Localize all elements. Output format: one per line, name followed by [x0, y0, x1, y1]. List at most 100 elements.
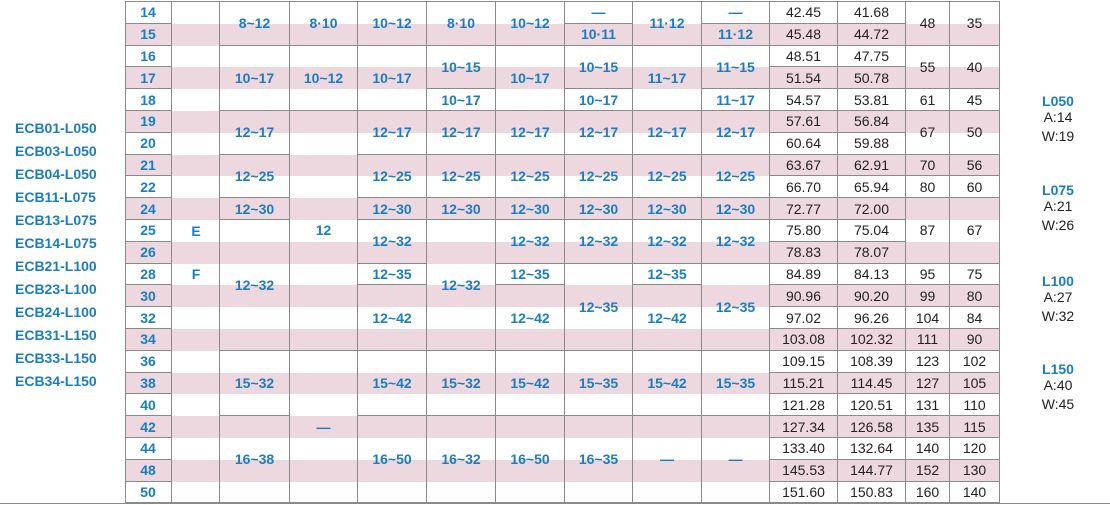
- dimension: 84.89: [770, 263, 838, 286]
- note-line: W:19: [1041, 128, 1075, 144]
- model-label: ECB21-L100: [15, 258, 97, 274]
- fit-range: 10~15: [565, 45, 633, 90]
- dimension: 78.07: [838, 241, 906, 264]
- fit-range: 10~17: [565, 89, 633, 111]
- note-title: L100: [1042, 273, 1074, 289]
- model-label: ECB04-L050: [15, 166, 97, 182]
- width-value: 111: [906, 329, 950, 351]
- row-stripe: [125, 459, 1000, 482]
- fit-range: 12~32: [633, 220, 702, 264]
- width-value: 120: [950, 438, 1000, 460]
- size-cell: 24: [125, 198, 172, 220]
- width-value: 75: [950, 263, 1000, 286]
- fit-range: 10~17: [220, 45, 290, 111]
- dimension: 150.83: [838, 481, 906, 504]
- dimension: 97.02: [770, 307, 838, 329]
- fit-range: —: [702, 416, 770, 504]
- dimension: 42.45: [770, 2, 838, 24]
- dimension: 51.54: [770, 67, 838, 90]
- note-line: A:40: [1043, 377, 1073, 393]
- size-cell: 26: [125, 241, 172, 264]
- mark-letter: F: [191, 266, 201, 283]
- dimension: 57.61: [770, 111, 838, 133]
- fit-range: 15~32: [427, 350, 496, 417]
- dimension: 102.32: [838, 329, 906, 351]
- model-label: ECB31-L150: [15, 327, 97, 343]
- fit-range: 12~17: [633, 111, 702, 155]
- fit-range: 15~42: [358, 350, 427, 417]
- size-cell: 38: [125, 372, 172, 395]
- size-cell: 18: [125, 89, 172, 111]
- fit-range: 12~25: [565, 154, 633, 199]
- size-cell: 50: [125, 481, 172, 504]
- width-value: 135: [906, 416, 950, 438]
- dimension: 53.81: [838, 89, 906, 111]
- row-stripe: [125, 329, 1000, 351]
- size-cell: 21: [125, 154, 172, 177]
- dimension: 90.20: [838, 285, 906, 308]
- model-label: ECB33-L150: [15, 350, 97, 366]
- fit-range: 8·10: [290, 2, 358, 46]
- fit-range: 10~17: [496, 45, 565, 111]
- note-line: A:27: [1043, 289, 1073, 305]
- fit-range: 16~32: [427, 416, 496, 504]
- size-cell: 25: [125, 220, 172, 242]
- fit-range: 12~25: [427, 154, 496, 199]
- dimension: 78.83: [770, 241, 838, 264]
- dimension: 44.72: [838, 23, 906, 46]
- size-cell: 16: [125, 45, 172, 68]
- size-cell: 15: [125, 23, 172, 46]
- size-cell: 36: [125, 350, 172, 373]
- size-cell: 48: [125, 459, 172, 482]
- model-label: ECB34-L150: [15, 373, 97, 389]
- dimension: 144.77: [838, 459, 906, 482]
- dimension: 121.28: [770, 394, 838, 417]
- dimension: 103.08: [770, 329, 838, 351]
- width-value: 80: [906, 176, 950, 199]
- row-stripe: [125, 241, 1000, 264]
- left-rule: [125, 1, 126, 504]
- dimension: 65.94: [838, 176, 906, 199]
- model-label: ECB11-L075: [15, 189, 96, 205]
- dimension: 96.26: [838, 307, 906, 329]
- fit-range: 15~35: [565, 350, 633, 417]
- fit-range: 12~17: [702, 111, 770, 155]
- width-value: 110: [950, 394, 1000, 417]
- top-rule: [125, 1, 1000, 2]
- fit-range: 12~35: [358, 263, 427, 286]
- fit-range: —: [290, 350, 358, 504]
- fit-range: 12~35: [496, 263, 565, 286]
- width-value: 61: [906, 89, 950, 111]
- dimension: 126.58: [838, 416, 906, 438]
- width-value: 50: [950, 111, 1000, 155]
- width-value: 140: [906, 438, 950, 460]
- fit-range: 12~25: [633, 154, 702, 199]
- dimension: 66.70: [770, 176, 838, 199]
- fit-range: 10~12: [496, 2, 565, 46]
- dimension: 59.88: [838, 132, 906, 155]
- size-cell: 34: [125, 329, 172, 351]
- dimension: 75.04: [838, 220, 906, 242]
- size-cell: 32: [125, 307, 172, 329]
- width-value: 105: [950, 372, 1000, 395]
- fit-range: 12~42: [633, 285, 702, 351]
- note-title: L075: [1042, 182, 1074, 198]
- width-value: 130: [950, 459, 1000, 482]
- fit-range: 10·11: [565, 23, 633, 46]
- size-cell: 42: [125, 416, 172, 438]
- dimension: 132.64: [838, 438, 906, 460]
- width-value: 95: [906, 263, 950, 286]
- size-cell: 20: [125, 132, 172, 155]
- dimension: 72.00: [838, 198, 906, 220]
- fit-range: 12~42: [358, 285, 427, 351]
- width-value: 87: [906, 198, 950, 264]
- fit-range: 12~30: [220, 198, 290, 220]
- row-stripe: [125, 285, 1000, 308]
- dimension: 47.75: [838, 45, 906, 68]
- fit-range: 12~17: [427, 111, 496, 155]
- row-stripe: [125, 154, 1000, 177]
- fit-range: 12~35: [702, 263, 770, 351]
- fit-range: 12~32: [496, 220, 565, 264]
- fit-range: 15~35: [702, 350, 770, 417]
- width-value: 70: [906, 154, 950, 177]
